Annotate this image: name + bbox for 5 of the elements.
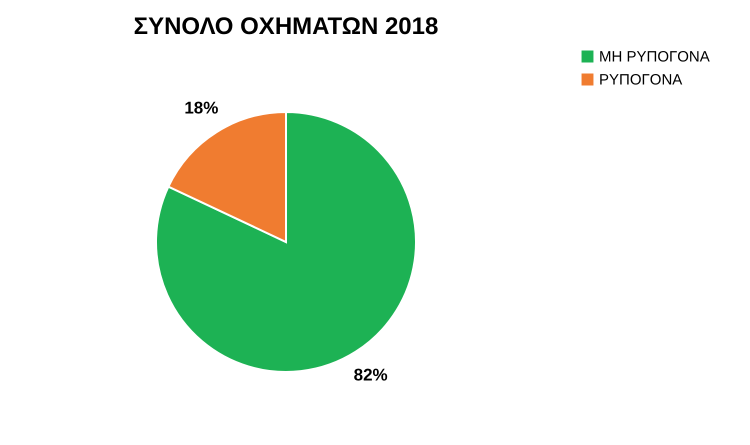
data-label: 18% <box>184 98 218 118</box>
chart-title: ΣΥΝΟΛΟ ΟΧΗΜΑΤΩΝ 2018 <box>134 13 438 40</box>
legend-label: ΡΥΠΟΓΟΝΑ <box>599 72 682 88</box>
legend-label: ΜΗ ΡΥΠΟΓΟΝΑ <box>599 48 710 66</box>
data-label: 82% <box>354 365 388 384</box>
